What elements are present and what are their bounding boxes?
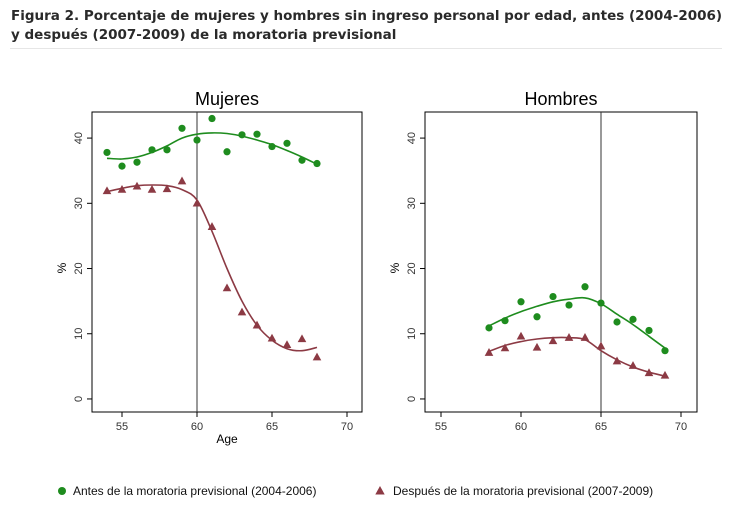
data-point-after xyxy=(147,185,157,193)
data-point-before xyxy=(313,159,321,168)
y-tick-label: 10 xyxy=(73,328,85,340)
data-point-before xyxy=(298,156,306,164)
y-tick-label: 20 xyxy=(73,262,85,274)
data-point-before xyxy=(268,142,276,151)
legend-item: Después de la moratoria previsional (200… xyxy=(375,484,653,498)
y-tick-label: 30 xyxy=(73,197,85,209)
data-point-before xyxy=(283,139,291,147)
fit-line-before xyxy=(488,296,666,349)
data-point-before xyxy=(223,148,231,156)
data-point-before xyxy=(517,298,525,306)
data-point-before xyxy=(163,146,171,154)
legend-label: Después de la moratoria previsional (200… xyxy=(393,484,653,498)
panel-title: Hombres xyxy=(524,89,597,109)
data-point-before xyxy=(629,315,637,323)
x-tick-label: 70 xyxy=(341,421,353,433)
fit-line-after xyxy=(106,184,318,352)
figure-title: Figura 2. Porcentaje de mujeres y hombre… xyxy=(11,8,723,43)
y-tick-label: 0 xyxy=(73,396,85,402)
data-point-after xyxy=(132,181,142,190)
data-point-before xyxy=(549,292,557,301)
y-tick-label: 40 xyxy=(73,132,85,144)
data-point-after xyxy=(516,331,526,340)
y-axis-label: % xyxy=(388,262,402,273)
data-point-after xyxy=(660,370,670,379)
data-point-before xyxy=(118,162,126,170)
data-point-after xyxy=(312,352,322,361)
data-point-after xyxy=(102,186,112,195)
x-tick-label: 60 xyxy=(191,421,203,433)
data-point-before xyxy=(581,283,589,291)
data-point-before xyxy=(613,318,621,326)
data-point-after xyxy=(267,333,277,342)
plot-frame xyxy=(91,111,363,413)
data-point-after xyxy=(237,307,247,316)
data-point-after xyxy=(564,333,574,341)
data-point-after xyxy=(282,340,292,349)
y-tick-label: 30 xyxy=(406,197,418,209)
panel-title: Mujeres xyxy=(195,89,259,109)
data-point-before xyxy=(238,131,246,139)
data-point-after xyxy=(177,176,187,185)
plot-frame xyxy=(424,111,698,413)
x-tick-label: 55 xyxy=(116,421,128,433)
data-point-after xyxy=(252,320,262,329)
data-point-after xyxy=(644,368,654,377)
data-point-after xyxy=(548,336,558,345)
y-tick-label: 40 xyxy=(406,132,418,144)
data-point-after xyxy=(484,348,494,356)
legend-marker-triangle xyxy=(375,486,385,495)
data-point-before xyxy=(661,347,669,355)
data-point-before xyxy=(501,317,509,325)
x-tick-label: 65 xyxy=(266,421,278,433)
legend-marker-circle xyxy=(58,487,66,495)
data-point-after xyxy=(192,198,202,207)
data-point-after xyxy=(612,356,622,365)
data-point-before xyxy=(645,326,653,335)
y-tick-label: 20 xyxy=(406,262,418,274)
legend: Antes de la moratoria previsional (2004-… xyxy=(58,484,653,498)
data-point-after xyxy=(207,222,217,230)
fit-line-after xyxy=(488,336,666,377)
data-point-after xyxy=(532,342,542,351)
data-point-before xyxy=(133,158,141,166)
data-point-before xyxy=(148,146,156,154)
data-point-after xyxy=(117,185,127,193)
data-point-before xyxy=(565,301,573,309)
data-point-before xyxy=(178,124,186,132)
data-point-before xyxy=(533,313,541,321)
data-point-after xyxy=(297,334,307,343)
x-tick-label: 60 xyxy=(515,421,527,433)
fit-line-before xyxy=(106,132,318,165)
data-point-before xyxy=(208,114,216,123)
panel-mujeres: Mujeres 0 10 20 30 40 55 60 65 70% Age xyxy=(55,89,363,446)
data-point-before xyxy=(485,324,493,332)
data-point-after xyxy=(162,184,172,193)
data-point-after xyxy=(596,341,606,350)
data-point-after xyxy=(628,361,638,369)
data-point-after xyxy=(580,333,590,341)
y-tick-label: 10 xyxy=(406,328,418,340)
data-point-after xyxy=(500,343,510,352)
x-tick-label: 70 xyxy=(675,421,687,433)
panel-hombres: Hombres 0 10 20 30 40 55 60 65 70% xyxy=(388,89,698,433)
y-tick-label: 0 xyxy=(406,396,418,402)
data-point-before xyxy=(597,299,605,307)
y-axis-label: % xyxy=(55,262,69,273)
data-point-before xyxy=(193,136,201,144)
title-divider xyxy=(10,48,722,49)
legend-item: Antes de la moratoria previsional (2004-… xyxy=(58,484,316,498)
legend-label: Antes de la moratoria previsional (2004-… xyxy=(73,484,316,498)
x-axis-label: Age xyxy=(216,432,238,446)
x-tick-label: 55 xyxy=(435,421,447,433)
data-point-after xyxy=(222,283,232,292)
data-point-before xyxy=(103,148,111,157)
data-point-before xyxy=(253,130,261,138)
x-tick-label: 65 xyxy=(595,421,607,433)
